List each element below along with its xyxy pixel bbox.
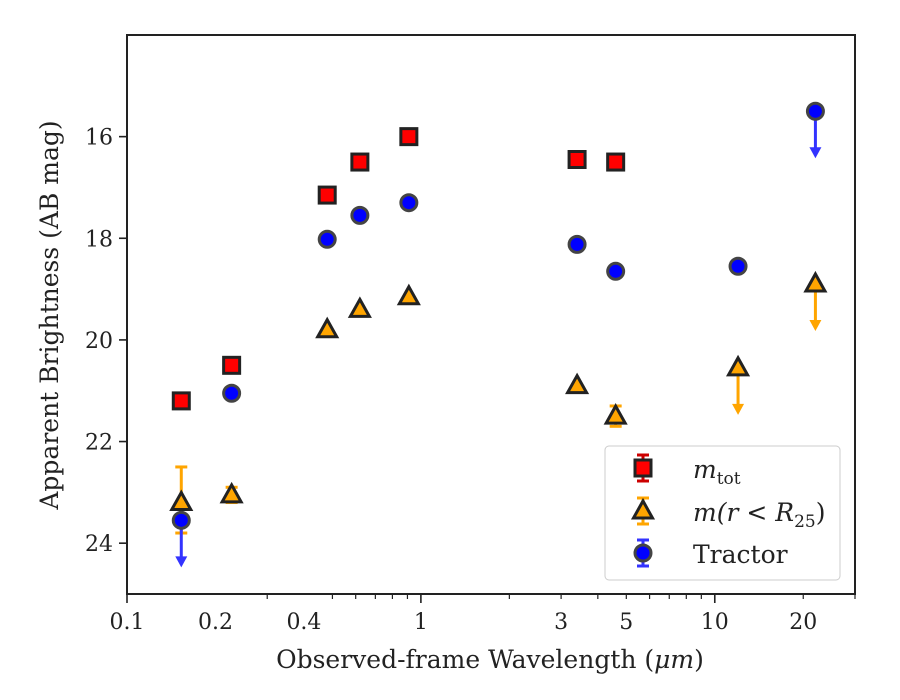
series-tractor-point-5 [567, 234, 587, 254]
x-tick-label: 10 [701, 610, 729, 635]
legend-marker-m-r25 [630, 497, 656, 520]
series-tractor-point-8 [805, 101, 825, 121]
series-tractor-point-7 [728, 256, 748, 276]
series-mtot-point-6 [606, 152, 626, 172]
plot-frame [126, 34, 856, 595]
series-m-r25-point-4 [396, 283, 421, 306]
legend-entry-tractor: Tractor [693, 540, 788, 569]
ticks-layer: 0.1 0.2 0.4 1 3 5 10 20 16 18 20 22 24 [85, 126, 856, 635]
series-m-r25-point-1 [219, 481, 244, 504]
legend-marker-tractor [633, 543, 653, 563]
series-m-r25-point-8 [803, 270, 828, 293]
series-mtot-point-0 [171, 391, 191, 411]
series-tractor-point-3 [350, 205, 370, 225]
series-tractor-point-8-limit-arrow-head [809, 147, 822, 159]
series-m-r25-point-8-limit-arrow-head [809, 320, 822, 332]
y-tick-label: 20 [85, 329, 113, 354]
y-tick-label: 18 [85, 227, 113, 252]
series-mtot-point-1 [222, 355, 242, 375]
series-m-r25-point-5 [565, 372, 590, 395]
legend-entry-m-r25: m(r < R25) [693, 498, 825, 532]
x-tick-label: 0.1 [110, 610, 145, 635]
x-tick-label: 1 [414, 610, 428, 635]
series-m-r25-point-0 [169, 489, 194, 512]
series-mtot-point-5 [567, 150, 587, 170]
x-tick-label: 3 [554, 610, 568, 635]
legend-entry-mtot: mtot [693, 455, 741, 489]
series-m-r25-point-2 [315, 316, 340, 339]
y-tick-label: 24 [85, 532, 113, 557]
x-axis-label: Observed-frame Wavelength (μm) [276, 645, 704, 674]
x-tick-label: 5 [619, 610, 633, 635]
series-tractor-point-6 [606, 261, 626, 281]
series-mtot-point-3 [350, 152, 370, 172]
legend-box [604, 445, 841, 581]
series-tractor-point-0-limit-arrow-head [175, 556, 188, 568]
legend-marker-mtot [633, 458, 653, 478]
series-tractor-point-4 [399, 193, 419, 213]
x-tick-label: 20 [789, 610, 817, 635]
series-mtot-point-2 [317, 185, 337, 205]
series-tractor-point-1 [222, 383, 242, 403]
legend-markers [630, 453, 656, 568]
series-mtot-point-4 [399, 127, 419, 147]
y-tick-label: 16 [85, 126, 113, 151]
x-tick-label: 0.2 [198, 610, 233, 635]
y-tick-label: 22 [85, 431, 113, 456]
y-axis-label: Apparent Brightness (AB mag) [35, 120, 64, 510]
series-m-r25-point-6 [603, 403, 628, 425]
series-m-r25-point-7 [725, 354, 751, 377]
series-m-r25-point-3 [347, 296, 372, 318]
x-tick-label: 0.4 [286, 610, 321, 635]
series-tractor-point-2 [317, 229, 337, 249]
marks-layer [169, 101, 828, 568]
legend: mtot m(r < R25) Tractor [604, 445, 841, 581]
series-tractor-point-0 [171, 510, 191, 530]
series-m-r25-point-7-limit-arrow-head [732, 403, 745, 415]
